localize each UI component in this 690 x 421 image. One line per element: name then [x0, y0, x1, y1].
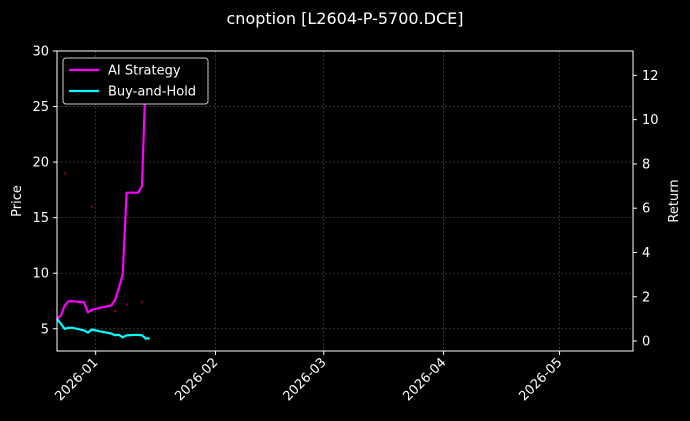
y-tick-label-right: 6 — [642, 202, 650, 217]
y-tick-label-right: 0 — [642, 335, 650, 350]
scatter-point — [125, 303, 128, 306]
y-tick-label-left: 15 — [32, 211, 49, 226]
series-layer — [56, 68, 150, 340]
chart-title: cnoption [L2604-P-5700.DCE] — [227, 9, 464, 28]
y-axis-left: 5 10 15 20 25 30 — [32, 45, 57, 337]
y-tick-label-right: 12 — [642, 69, 659, 84]
scatter-point — [113, 309, 117, 313]
y-tick-label-right: 2 — [642, 290, 650, 305]
series-line-buy-and-hold — [56, 318, 150, 340]
y-tick-label-left: 30 — [32, 45, 49, 60]
y-tick-label-left: 20 — [32, 156, 49, 171]
plot-area — [56, 50, 634, 352]
y-tick-label-left: 25 — [32, 100, 49, 115]
y-axis-label-left: Price — [10, 185, 25, 217]
legend-label: AI Strategy — [108, 64, 181, 79]
legend: AI Strategy Buy-and-Hold — [62, 57, 209, 105]
scatter-point — [63, 172, 66, 175]
scatter-layer — [63, 172, 144, 313]
y-tick-label-right: 8 — [642, 157, 650, 172]
y-tick-label-left: 10 — [32, 267, 49, 282]
series-line-ai-strategy — [56, 68, 147, 320]
legend-box — [62, 57, 209, 105]
legend-label: Buy-and-Hold — [108, 85, 196, 100]
y-tick-label-right: 4 — [642, 246, 650, 261]
scatter-point — [140, 300, 144, 304]
y-tick-label-left: 5 — [41, 322, 49, 337]
y-tick-label-right: 10 — [642, 113, 659, 128]
scatter-point — [90, 205, 93, 208]
y-axis-right: 0 2 4 6 8 10 12 — [633, 69, 659, 350]
y-axis-label-right: Return — [667, 179, 682, 222]
